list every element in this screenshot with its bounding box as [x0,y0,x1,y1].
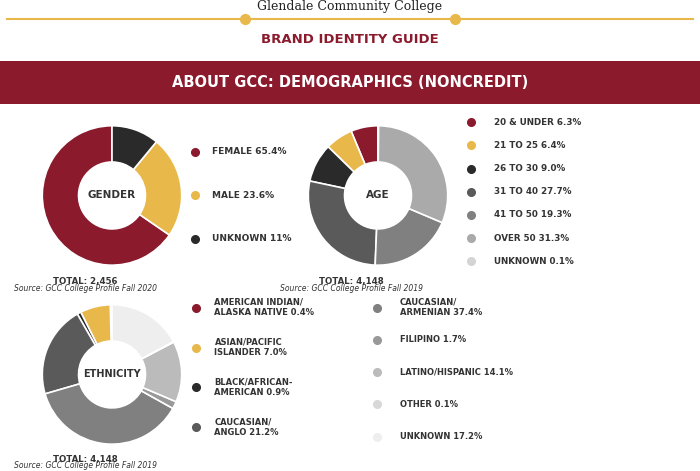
Wedge shape [42,314,95,394]
Text: Source: GCC College Profile Fall 2020: Source: GCC College Profile Fall 2020 [13,284,157,293]
Wedge shape [133,142,182,235]
Text: ABOUT GCC: DEMOGRAPHICS (NONCREDIT): ABOUT GCC: DEMOGRAPHICS (NONCREDIT) [172,75,528,90]
Text: Source: GCC College Profile Fall 2019: Source: GCC College Profile Fall 2019 [13,461,157,470]
Wedge shape [80,305,111,345]
Text: AMERICAN INDIAN/
ALASKA NATIVE 0.4%: AMERICAN INDIAN/ ALASKA NATIVE 0.4% [214,298,314,317]
Text: UNKNOWN 11%: UNKNOWN 11% [211,235,291,244]
Text: 21 TO 25 6.4%: 21 TO 25 6.4% [494,141,566,150]
Text: 31 TO 40 27.7%: 31 TO 40 27.7% [494,187,572,196]
Text: OTHER 0.1%: OTHER 0.1% [400,400,458,409]
Wedge shape [310,147,354,188]
Text: UNKNOWN 17.2%: UNKNOWN 17.2% [400,432,482,441]
Wedge shape [45,384,173,444]
Text: FEMALE 65.4%: FEMALE 65.4% [211,147,286,156]
Wedge shape [110,305,112,341]
Wedge shape [112,126,156,170]
Wedge shape [375,209,442,265]
Text: BRAND IDENTITY GUIDE: BRAND IDENTITY GUIDE [261,32,439,46]
Text: LATINO/HISPANIC 14.1%: LATINO/HISPANIC 14.1% [400,367,513,377]
Text: ETHNICITY: ETHNICITY [83,369,141,380]
Text: CAUCASIAN/
ANGLO 21.2%: CAUCASIAN/ ANGLO 21.2% [214,417,279,437]
Text: UNKNOWN 0.1%: UNKNOWN 0.1% [494,257,574,266]
Text: BLACK/AFRICAN-
AMERICAN 0.9%: BLACK/AFRICAN- AMERICAN 0.9% [214,378,293,397]
Wedge shape [42,126,169,265]
Text: MALE 23.6%: MALE 23.6% [211,191,274,200]
Text: Source: GCC College Profile Fall 2019: Source: GCC College Profile Fall 2019 [279,284,423,293]
Text: TOTAL: 2,456: TOTAL: 2,456 [53,277,118,286]
Wedge shape [112,305,174,359]
Wedge shape [141,388,176,408]
Wedge shape [378,126,448,223]
Text: TOTAL: 4,148: TOTAL: 4,148 [318,277,384,286]
Wedge shape [141,342,182,402]
Text: CAUCASIAN/
ARMENIAN 37.4%: CAUCASIAN/ ARMENIAN 37.4% [400,298,482,317]
Text: TOTAL: 4,148: TOTAL: 4,148 [52,455,118,464]
Text: ASIAN/PACIFIC
ISLANDER 7.0%: ASIAN/PACIFIC ISLANDER 7.0% [214,338,288,357]
Text: 20 & UNDER 6.3%: 20 & UNDER 6.3% [494,118,582,127]
Text: GENDER: GENDER [88,190,136,201]
Wedge shape [308,181,377,265]
Text: 26 TO 30 9.0%: 26 TO 30 9.0% [494,164,566,173]
Text: Glendale Community College: Glendale Community College [258,0,442,13]
Wedge shape [141,341,174,359]
Wedge shape [77,312,97,345]
Text: 41 TO 50 19.3%: 41 TO 50 19.3% [494,211,572,219]
Text: OVER 50 31.3%: OVER 50 31.3% [494,234,570,243]
Text: AGE: AGE [366,190,390,201]
Wedge shape [328,131,365,172]
Wedge shape [351,126,378,164]
Text: FILIPINO 1.7%: FILIPINO 1.7% [400,335,466,344]
